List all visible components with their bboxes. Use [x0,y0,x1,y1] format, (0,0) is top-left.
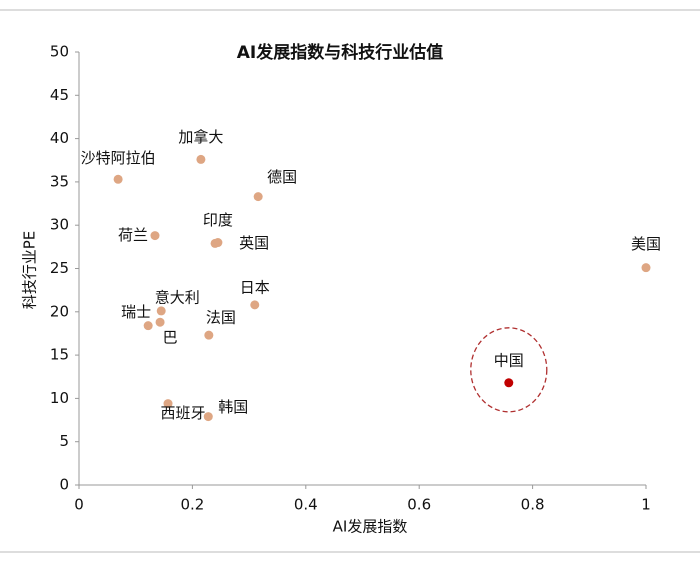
point [156,306,166,316]
x-tick-label: 1 [641,496,651,514]
point [203,412,213,422]
x-tick-label: 0.4 [294,496,318,514]
point [504,378,514,388]
point-label: 西班牙 [161,404,206,422]
point-label: 沙特阿拉伯 [81,149,156,167]
y-tick-label: 15 [50,346,69,364]
y-tick-label: 50 [50,43,69,61]
point [253,192,263,202]
x-tick-label: 0.6 [407,496,431,514]
point-label: 德国 [267,168,297,186]
point-label: 英国 [239,234,269,252]
point-label: 荷兰 [118,226,148,244]
point-label: 意大利 [155,288,200,306]
point [250,300,260,310]
point [155,317,165,327]
highlight-ring [470,327,548,413]
point-label: 法国 [206,309,236,327]
point [196,154,206,164]
point-label: 巴 [163,329,178,347]
point [113,174,123,184]
y-tick-label: 20 [50,302,69,320]
point-label: 美国 [631,235,661,253]
x-tick-label: 0 [74,496,84,514]
y-axis-label: 科技行业PE [21,231,39,310]
point [150,231,160,241]
y-tick-label: 35 [50,172,69,190]
y-tick-label: 45 [50,86,69,104]
y-tick-label: 10 [50,389,69,407]
x-tick-label: 0.2 [180,496,204,514]
y-tick-label: 0 [59,476,69,494]
y-tick-label: 5 [59,432,69,450]
point-label: 中国 [494,351,524,369]
x-axis-label: AI发展指数 [333,518,408,536]
x-tick-label: 0.8 [521,496,545,514]
y-tick-label: 30 [50,216,69,234]
point [210,238,220,248]
point [641,263,651,273]
point-label: 韩国 [218,398,248,416]
chart-title: AI发展指数与科技行业估值 [237,42,443,63]
y-tick-label: 40 [50,129,69,147]
y-tick-label: 25 [50,259,69,277]
point-label: 日本 [240,278,270,296]
point-label: 印度 [203,211,233,229]
point-label: 瑞士 [121,303,151,321]
point [143,321,153,331]
point [163,399,173,409]
point [204,330,214,340]
point-label: 加拿大 [178,128,223,146]
